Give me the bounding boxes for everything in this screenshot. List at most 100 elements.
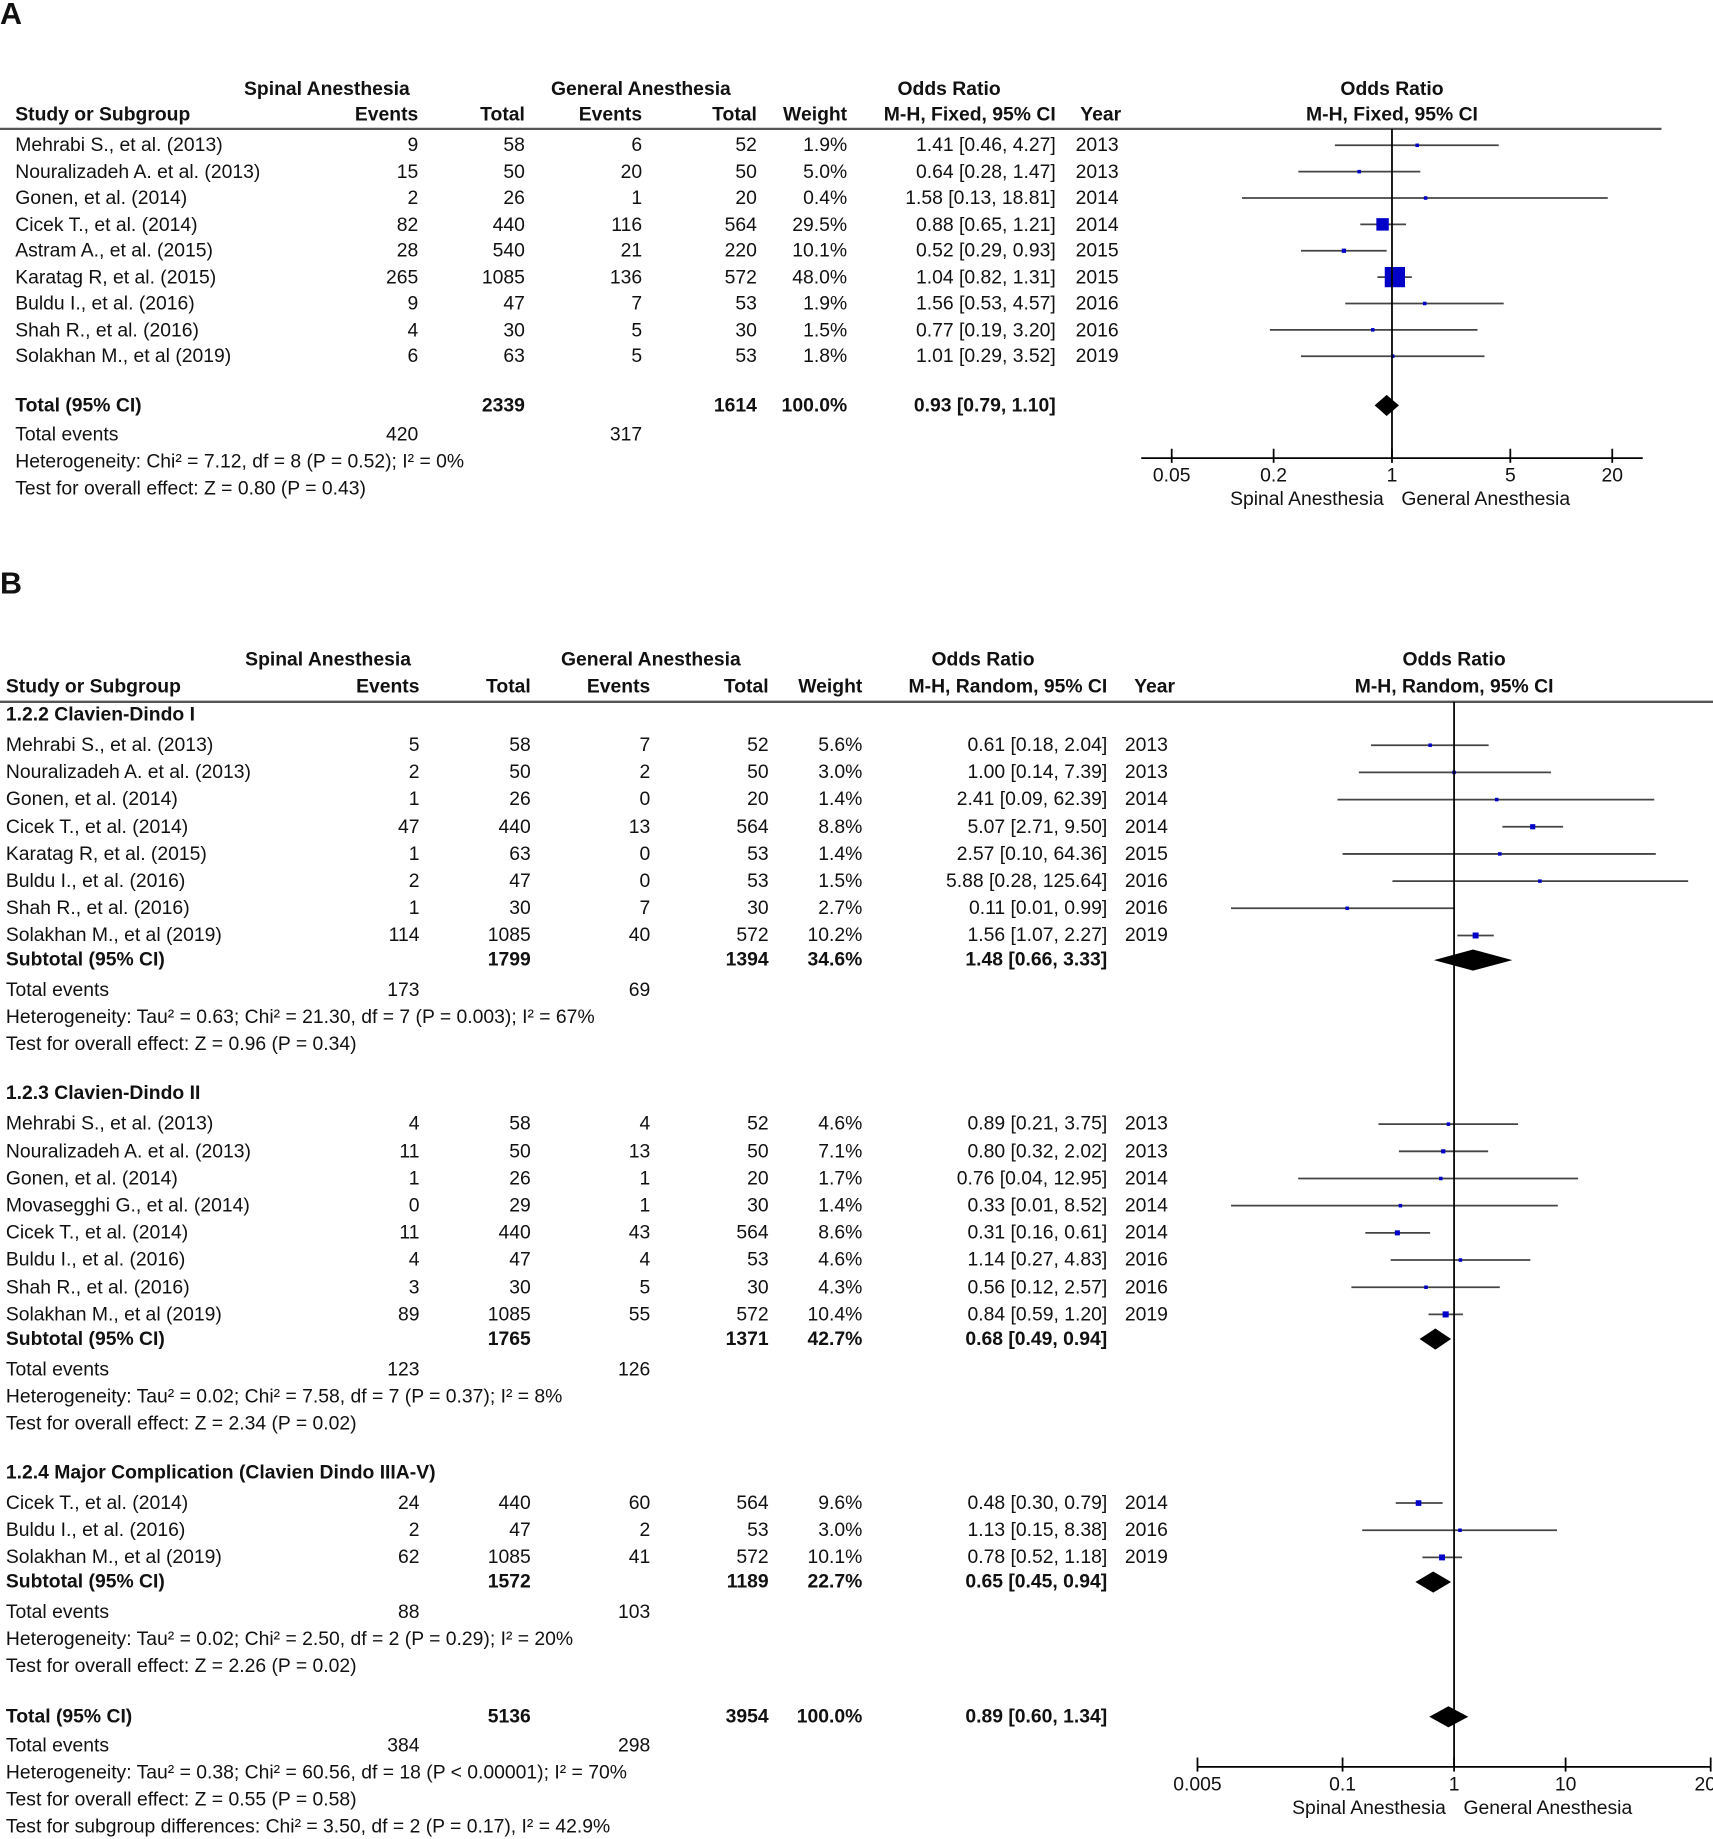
total-general: 30 [735,319,757,341]
header-events1: Events [356,676,420,698]
pooled-diamond [1429,1706,1469,1728]
header-group2: General Anesthesia [551,78,731,100]
header-events2: Events [578,104,643,126]
total-general: 564 [736,1492,769,1514]
study-odds-ratio: 0.80 [0.32, 2.02] [967,1140,1108,1162]
study-year: 2019 [1124,1546,1168,1568]
pooled-label: Subtotal (95% CI) [5,949,165,971]
study-odds-ratio: 0.61 [0.18, 2.04] [967,734,1108,756]
pooled-odds-ratio: 1.48 [0.66, 3.33] [965,949,1108,971]
plot-header-title: Odds Ratio [1340,78,1444,100]
study-name: Cicek T., et al. (2014) [15,213,198,235]
events-spinal: 89 [397,1303,420,1325]
pooled-label: Subtotal (95% CI) [5,1328,165,1350]
events-spinal: 6 [407,345,419,367]
study-name: Astram A., et al. (2015) [15,240,213,262]
total-spinal: 540 [492,240,525,262]
study-weight: 1.9% [803,292,848,315]
study-odds-ratio: 0.89 [0.21, 3.75] [967,1113,1108,1135]
study-name: Buldu I., et al. (2016) [5,1519,186,1541]
total-general: 572 [724,266,757,288]
total-spinal: 1085 [487,1546,531,1568]
study-marker [1494,797,1499,802]
study-name: Shah R., et al. (2016) [5,897,190,919]
total-spinal: 30 [509,1276,531,1298]
study-marker [1341,248,1347,253]
total-general: 30 [747,1195,769,1217]
heterogeneity-text: Heterogeneity: Tau² = 0.38; Chi² = 60.56… [5,1762,627,1784]
study-name: Buldu I., et al. (2016) [15,292,195,315]
total-spinal: 440 [492,213,525,235]
study-weight: 29.5% [792,213,848,235]
total-general: 53 [747,1519,769,1541]
favours-spinal-label: Spinal Anesthesia [1292,1797,1446,1819]
events-spinal: 5 [408,734,420,756]
pooled-total-spinal: 5136 [487,1706,531,1728]
study-year: 2019 [1075,345,1119,367]
heterogeneity-text: Heterogeneity: Tau² = 0.63; Chi² = 21.30… [5,1006,595,1029]
study-odds-ratio: 0.52 [0.29, 0.93] [915,240,1056,262]
study-marker [1472,932,1479,939]
subgroup-title: 1.2.4 Major Complication (Clavien Dindo … [5,1462,436,1484]
study-year: 2016 [1075,319,1119,341]
plot-header-method: M-H, Fixed, 95% CI [1306,104,1478,126]
total-events-general: 126 [618,1358,651,1381]
study-odds-ratio: 2.41 [0.09, 62.39] [956,789,1108,811]
study-weight: 1.4% [818,843,863,865]
total-general: 220 [724,240,757,262]
events-general: 21 [620,240,643,262]
events-spinal: 47 [397,816,420,838]
total-general: 52 [735,134,757,156]
study-name: Nouralizadeh A. et al. (2013) [15,161,261,183]
total-events-label: Total events [5,979,110,1002]
study-odds-ratio: 0.56 [0.12, 2.57] [967,1276,1108,1298]
study-name: Cicek T., et al. (2014) [5,1492,189,1514]
study-marker [1446,1122,1451,1126]
study-year: 2016 [1124,870,1168,892]
events-general: 1 [631,187,643,209]
overall-effect-text: Test for overall effect: Z = 0.55 (P = 0… [5,1789,357,1811]
study-weight: 1.5% [818,870,863,892]
events-general: 1 [639,1195,651,1217]
total-general: 53 [747,1249,769,1271]
events-general: 4 [639,1113,651,1135]
study-year: 2016 [1124,1519,1168,1541]
events-general: 40 [628,924,651,947]
header-group1: Spinal Anesthesia [245,649,411,671]
x-axis-tick-label: 1 [1448,1773,1460,1796]
study-year: 2016 [1075,292,1119,315]
plot-header-title: Odds Ratio [1402,649,1506,671]
total-general: 30 [747,1276,769,1298]
total-general: 50 [747,1140,769,1162]
events-spinal: 4 [408,1113,420,1135]
total-spinal: 58 [509,1113,531,1135]
pooled-total-spinal: 1572 [487,1571,531,1593]
header-events1: Events [354,104,419,126]
study-year: 2015 [1075,240,1119,262]
study-weight: 10.2% [807,924,863,947]
header-study: Study or Subgroup [5,676,181,698]
total-general: 20 [735,187,757,209]
total-events-spinal: 88 [397,1601,420,1624]
total-spinal: 47 [509,1519,531,1541]
study-year: 2014 [1124,1167,1168,1190]
study-year: 2016 [1124,1276,1168,1298]
overall-effect-text: Test for overall effect: Z = 2.34 (P = 0… [5,1412,357,1434]
x-axis-tick-label: 0.05 [1152,465,1191,487]
study-name: Gonen, et al. (2014) [15,187,188,209]
total-general: 53 [747,870,769,892]
events-spinal: 24 [397,1492,420,1514]
study-year: 2014 [1124,1492,1168,1514]
pooled-diamond [1419,1328,1452,1350]
study-odds-ratio: 0.77 [0.19, 3.20] [915,319,1056,341]
events-spinal: 2 [408,761,420,783]
events-spinal: 2 [408,870,420,892]
total-events-spinal: 384 [387,1735,420,1757]
pooled-label: Total (95% CI) [5,1706,133,1728]
pooled-weight: 100.0% [796,1706,863,1728]
study-odds-ratio: 0.78 [0.52, 1.18] [967,1546,1108,1568]
study-weight: 1.4% [818,1195,863,1217]
study-year: 2014 [1075,187,1119,209]
study-marker [1498,852,1502,856]
pooled-label: Subtotal (95% CI) [5,1571,165,1593]
